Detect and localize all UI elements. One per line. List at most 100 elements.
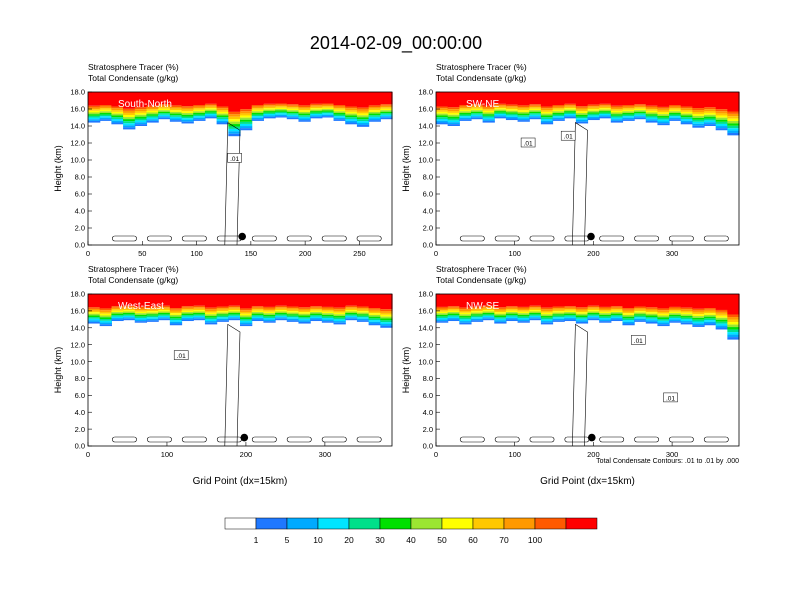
tracer-cell [88, 117, 101, 120]
tracer-cell [529, 114, 542, 117]
tracer-cell [181, 316, 194, 319]
tracer-cell [169, 118, 183, 121]
tracer-cell [657, 116, 670, 118]
tracer-cell [680, 108, 693, 111]
tracer-cell [727, 132, 740, 136]
tracer-cell [321, 106, 335, 108]
tracer-cell [669, 308, 682, 311]
panel-label: SW-NE [466, 99, 499, 110]
tracer-cell [169, 309, 183, 312]
tracer-cell [181, 106, 194, 108]
tracer-cell [657, 123, 670, 126]
tracer-cell [505, 319, 519, 322]
tracer-cell [494, 112, 507, 114]
tracer-cell [610, 294, 624, 307]
tracer-cell [204, 105, 218, 107]
tracer-cell [447, 112, 460, 115]
tracer-cell [158, 317, 171, 319]
tracer-cell [436, 106, 449, 109]
tracer-cell [470, 315, 484, 318]
tracer-cell [286, 104, 300, 106]
tracer-cell [669, 311, 682, 314]
tracer-cell [529, 108, 542, 111]
tracer-cell [263, 109, 276, 112]
tracer-cell [704, 116, 717, 119]
tracer-cell [436, 120, 449, 123]
tracer-cell [634, 306, 647, 309]
tracer-cell [134, 316, 148, 318]
tracer-cell [240, 319, 253, 321]
tracer-cell [134, 111, 148, 113]
tracer-cell [552, 116, 565, 118]
tracer-cell [529, 307, 542, 309]
tracer-cell [310, 115, 323, 117]
tracer-cell [692, 308, 705, 311]
tracer-cell [251, 112, 264, 115]
tracer-cell [669, 310, 682, 312]
tracer-cell [517, 317, 530, 320]
tracer-cell [680, 120, 693, 123]
tracer-cell [240, 121, 253, 124]
tracer-cell [134, 311, 148, 314]
tracer-cell [240, 119, 253, 122]
tracer-cell [610, 92, 624, 106]
colorbar-label: 30 [375, 535, 385, 545]
tracer-cell [505, 315, 519, 317]
tracer-cell [123, 311, 136, 313]
tracer-cell [669, 306, 682, 309]
tracer-cell [380, 322, 393, 325]
tracer-cell [158, 312, 171, 315]
tracer-cell [368, 115, 381, 117]
tracer-cell [193, 315, 206, 318]
tracer-cell [158, 105, 171, 108]
tracer-cell [169, 313, 183, 315]
tracer-cell [298, 108, 311, 111]
tracer-cell [610, 307, 624, 310]
tracer-cell [380, 104, 393, 106]
tracer-cell [692, 110, 705, 112]
tracer-cell [228, 305, 241, 308]
tracer-cell [470, 111, 484, 114]
tracer-cell [240, 111, 253, 114]
tracer-cell [146, 320, 159, 322]
tracer-cell [123, 312, 136, 315]
tracer-cell [380, 314, 393, 317]
tracer-cell [436, 118, 449, 121]
tracer-cell [251, 310, 264, 313]
tracer-cell [482, 305, 495, 308]
y-tick-label: 10.0 [70, 156, 85, 165]
tracer-cell [669, 294, 682, 307]
y-tick-label: 4.0 [75, 408, 85, 417]
condensate-contour [356, 235, 382, 242]
tracer-cell [228, 317, 241, 319]
tracer-cell [356, 124, 370, 127]
tracer-cell [645, 315, 659, 318]
tracer-cell [704, 314, 717, 317]
tracer-cell [88, 318, 101, 321]
tracer-cell [134, 109, 148, 112]
tracer-cell [310, 316, 323, 319]
tracer-cell [610, 120, 624, 123]
tracer-cell [286, 314, 300, 316]
tracer-cell [634, 105, 647, 108]
tracer-cell [669, 314, 682, 317]
tracer-cell [505, 107, 519, 110]
tracer-cell [459, 109, 472, 112]
tracer-cell [228, 121, 241, 125]
colorbar-swatch [503, 517, 536, 530]
tracer-cell [275, 104, 288, 107]
tracer-cell [610, 114, 624, 116]
x-tick-label: 100 [508, 249, 521, 258]
tracer-cell [575, 312, 589, 314]
tracer-cell [529, 116, 542, 118]
tracer-cell [99, 310, 112, 312]
tracer-cell [459, 294, 472, 308]
y-tick-label: 6.0 [75, 391, 85, 400]
panel-title-tracer: Stratosphere Tracer (%) [88, 62, 179, 72]
tracer-cell [134, 310, 148, 312]
colorbar-swatch [565, 517, 598, 530]
condensate-contour [286, 436, 312, 443]
tracer-cell [310, 108, 323, 110]
tracer-cell [669, 313, 682, 315]
tracer-cell [704, 107, 717, 110]
